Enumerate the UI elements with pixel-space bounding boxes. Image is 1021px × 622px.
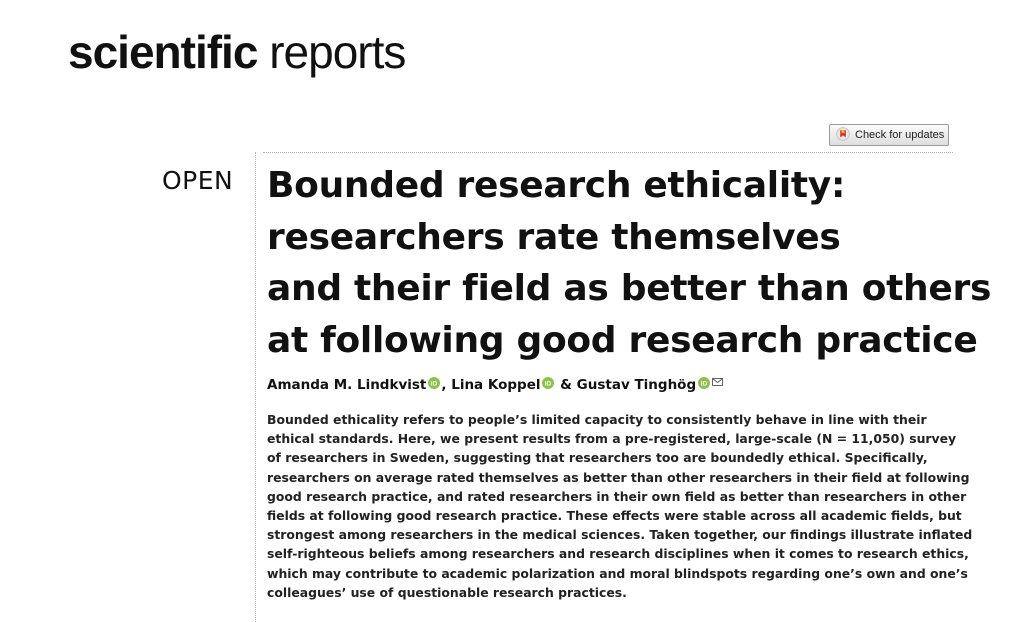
author-list: Amanda M. Lindkvist iD , Lina Koppel iD … xyxy=(267,374,724,396)
author-link[interactable]: Gustav Tinghög xyxy=(576,377,697,393)
abstract-line: strongest among researchers in the medic… xyxy=(267,527,973,543)
title-line: Bounded research ethicality: xyxy=(267,165,846,206)
mail-icon[interactable] xyxy=(712,374,724,390)
journal-logo: scientific reports xyxy=(68,26,406,78)
title-line: at following good research practice xyxy=(267,319,978,361)
header-divider xyxy=(263,152,953,153)
orcid-icon[interactable]: iD xyxy=(698,377,711,389)
abstract: Bounded ethicality refers to people’s li… xyxy=(267,410,973,602)
title-line: researchers rate themselves xyxy=(267,216,841,258)
journal-name-bold: scientific xyxy=(68,26,258,78)
abstract-line: colleagues’ use of questionable research… xyxy=(267,584,627,600)
author-separator: , xyxy=(441,377,452,393)
abstract-line: good research practice, and rated resear… xyxy=(267,488,967,504)
article-title: Bounded research ethicality: researchers… xyxy=(267,160,992,366)
abstract-line: Bounded ethicality refers to people’s li… xyxy=(267,412,927,427)
svg-text:iD: iD xyxy=(431,381,438,387)
title-line: and their field as better than others xyxy=(267,268,992,309)
check-for-updates-button[interactable]: Check for updates xyxy=(829,124,949,146)
svg-text:iD: iD xyxy=(701,381,708,387)
author-separator: & xyxy=(555,377,577,393)
abstract-line: ethical standards. Here, we present resu… xyxy=(267,431,957,447)
abstract-line: which may contribute to academic polariz… xyxy=(267,565,968,581)
abstract-line: self-righteous beliefs among researchers… xyxy=(267,546,969,562)
abstract-line: researchers on average rated themselves … xyxy=(267,469,970,485)
orcid-icon[interactable]: iD xyxy=(542,377,555,389)
open-access-label: OPEN xyxy=(162,166,234,195)
abstract-line: of researchers in Sweden, suggesting tha… xyxy=(267,450,928,466)
author-link[interactable]: Lina Koppel xyxy=(451,377,541,393)
crossmark-icon xyxy=(836,126,850,144)
journal-name-light: reports xyxy=(269,26,406,78)
column-divider xyxy=(255,152,256,622)
check-for-updates-label: Check for updates xyxy=(855,129,945,141)
svg-text:iD: iD xyxy=(545,381,552,387)
abstract-line: fields at following good research practi… xyxy=(267,508,962,524)
orcid-icon[interactable]: iD xyxy=(428,377,441,389)
author-link[interactable]: Amanda M. Lindkvist xyxy=(267,377,427,393)
